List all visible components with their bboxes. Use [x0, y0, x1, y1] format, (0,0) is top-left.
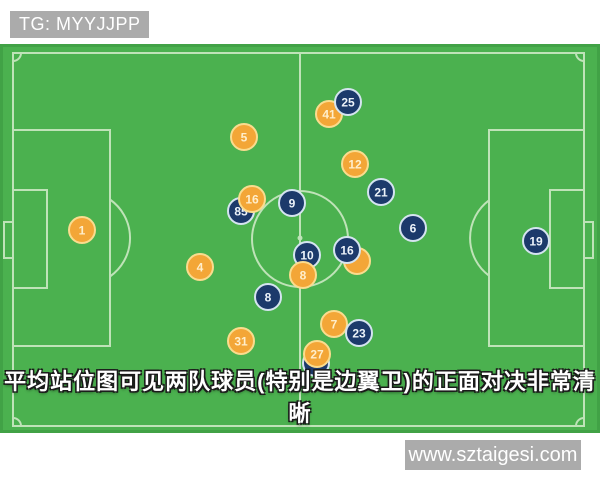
player-number: 10 — [300, 249, 314, 263]
player-number: 6 — [410, 222, 417, 236]
left-goal-area — [12, 189, 48, 289]
orange-player-circle — [230, 123, 258, 151]
player-number: 8 — [300, 269, 307, 283]
player-number: 7 — [331, 318, 338, 332]
navy-player-circle — [399, 214, 427, 242]
player-number: 9 — [289, 197, 296, 211]
caption-text: 平均站位图可见两队球员(特别是边翼卫)的正面对决非常清晰 — [4, 369, 596, 426]
player-number: 21 — [374, 186, 388, 200]
orange-player-circle — [341, 150, 369, 178]
orange-player-circle — [186, 253, 214, 281]
player-number: 25 — [341, 96, 355, 110]
player-marker-navy-25: 25 — [334, 88, 362, 116]
player-marker-orange-27: 27 — [303, 340, 331, 368]
player-marker-orange-12: 12 — [341, 150, 369, 178]
player-marker-navy-16: 16 — [333, 236, 361, 264]
orange-player-circle — [320, 310, 348, 338]
right-penalty-arc — [469, 199, 490, 277]
player-number: 5 — [241, 131, 248, 145]
corner-arc-bottom-left — [12, 417, 22, 427]
player-number: 16 — [340, 244, 354, 258]
player-number: 31 — [234, 335, 248, 349]
player-marker-orange-16: 16 — [238, 185, 266, 213]
navy-player-circle — [367, 178, 395, 206]
left-goal — [3, 221, 14, 259]
player-number: 12 — [348, 158, 362, 172]
player-marker-navy-6: 6 — [399, 214, 427, 242]
player-marker-navy-23: 23 — [345, 319, 373, 347]
navy-player-circle — [334, 88, 362, 116]
navy-player-circle — [333, 236, 361, 264]
left-penalty-area — [12, 129, 111, 347]
corner-arc-bottom-right — [575, 417, 585, 427]
center-spot — [297, 235, 303, 241]
player-number: 41 — [322, 108, 336, 122]
watermark-text: www.sztaigesi.com — [408, 444, 578, 466]
player-number: 4 — [197, 261, 204, 275]
corner-arc-top-left — [12, 52, 22, 62]
navy-player-circle — [278, 189, 306, 217]
player-number: 16 — [245, 193, 259, 207]
left-penalty-arc — [109, 198, 132, 278]
player-number: 27 — [310, 348, 324, 362]
watermark-badge: www.sztaigesi.com — [405, 440, 581, 470]
orange-player-circle — [289, 261, 317, 289]
player-number: 1 — [79, 224, 86, 238]
right-goal-area — [549, 189, 585, 289]
orange-player-circle — [68, 216, 96, 244]
navy-player-circle — [254, 283, 282, 311]
player-number: 8 — [265, 291, 272, 305]
player-marker-orange-5: 5 — [230, 123, 258, 151]
orange-player-circle — [303, 340, 331, 368]
channel-badge: TG: MYYJJPP — [10, 11, 149, 38]
player-marker-orange-4: 4 — [186, 253, 214, 281]
right-goal — [583, 221, 594, 259]
channel-badge-text: TG: MYYJJPP — [19, 14, 141, 34]
player-marker-orange-8: 8 — [289, 261, 317, 289]
player-marker-orange-1: 1 — [68, 216, 96, 244]
football-pitch: 41 25 5 12 85 16 9 21 6 19 1 4 10 8 16 8 7 23 31 27 平均站位图可见… — [0, 44, 600, 433]
player-marker-navy-21: 21 — [367, 178, 395, 206]
corner-arc-top-right — [575, 52, 585, 62]
player-marker-navy-9: 9 — [278, 189, 306, 217]
player-marker-navy-19: 19 — [522, 227, 550, 255]
player-marker-orange-31: 31 — [227, 327, 255, 355]
navy-player-circle — [522, 227, 550, 255]
player-number: 23 — [352, 327, 366, 341]
player-marker-navy-8: 8 — [254, 283, 282, 311]
player-number: 19 — [529, 235, 543, 249]
orange-player-circle — [227, 327, 255, 355]
orange-player-circle — [238, 185, 266, 213]
navy-player-circle — [345, 319, 373, 347]
player-marker-orange-7: 7 — [320, 310, 348, 338]
